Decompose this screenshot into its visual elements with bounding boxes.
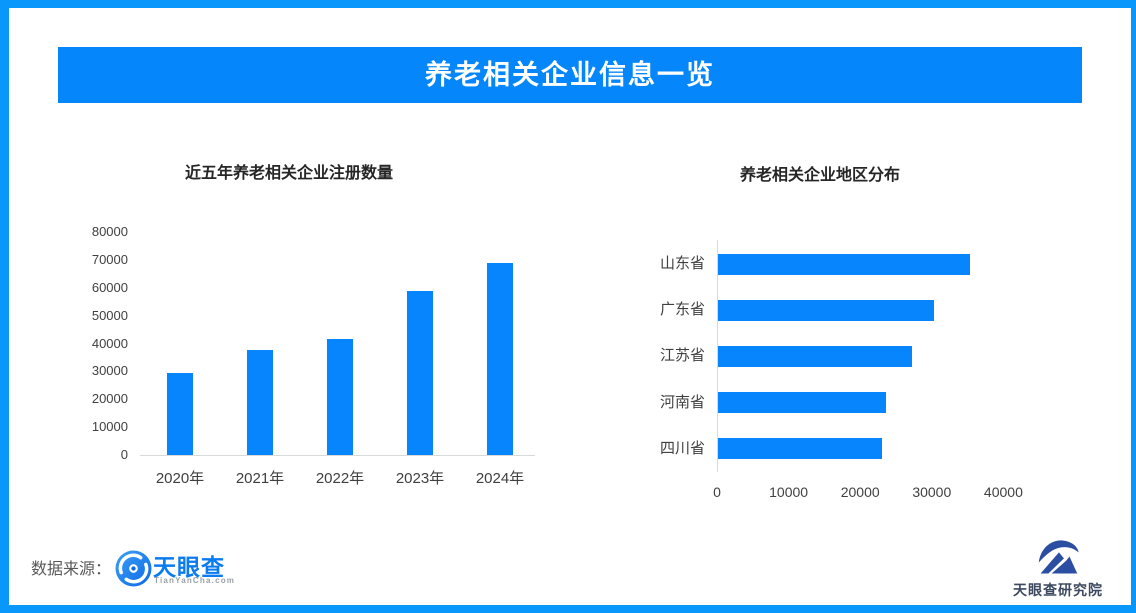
registrations-chart-title: 近五年养老相关企业注册数量 [185,165,394,182]
tianyancha-logo-text: 天眼查 [153,554,225,580]
tianyancha-logo: 天眼查 TianYanCha.com [115,550,305,595]
tianyancha-eye-icon [115,550,152,592]
institute-logo-text: 天眼查研究院 [1013,582,1103,598]
institute-mountain-icon [1036,537,1080,582]
page-title: 养老相关企业信息一览 [425,60,715,90]
institute-logo: 天眼查研究院 [1003,537,1113,598]
data-source-label: 数据来源： [31,561,112,578]
regions-chart-title: 养老相关企业地区分布 [740,167,901,184]
page-background [9,8,1131,605]
tianyancha-logo-url-text: TianYanCha.com [154,576,236,585]
title-banner: 养老相关企业信息一览 [58,47,1082,103]
